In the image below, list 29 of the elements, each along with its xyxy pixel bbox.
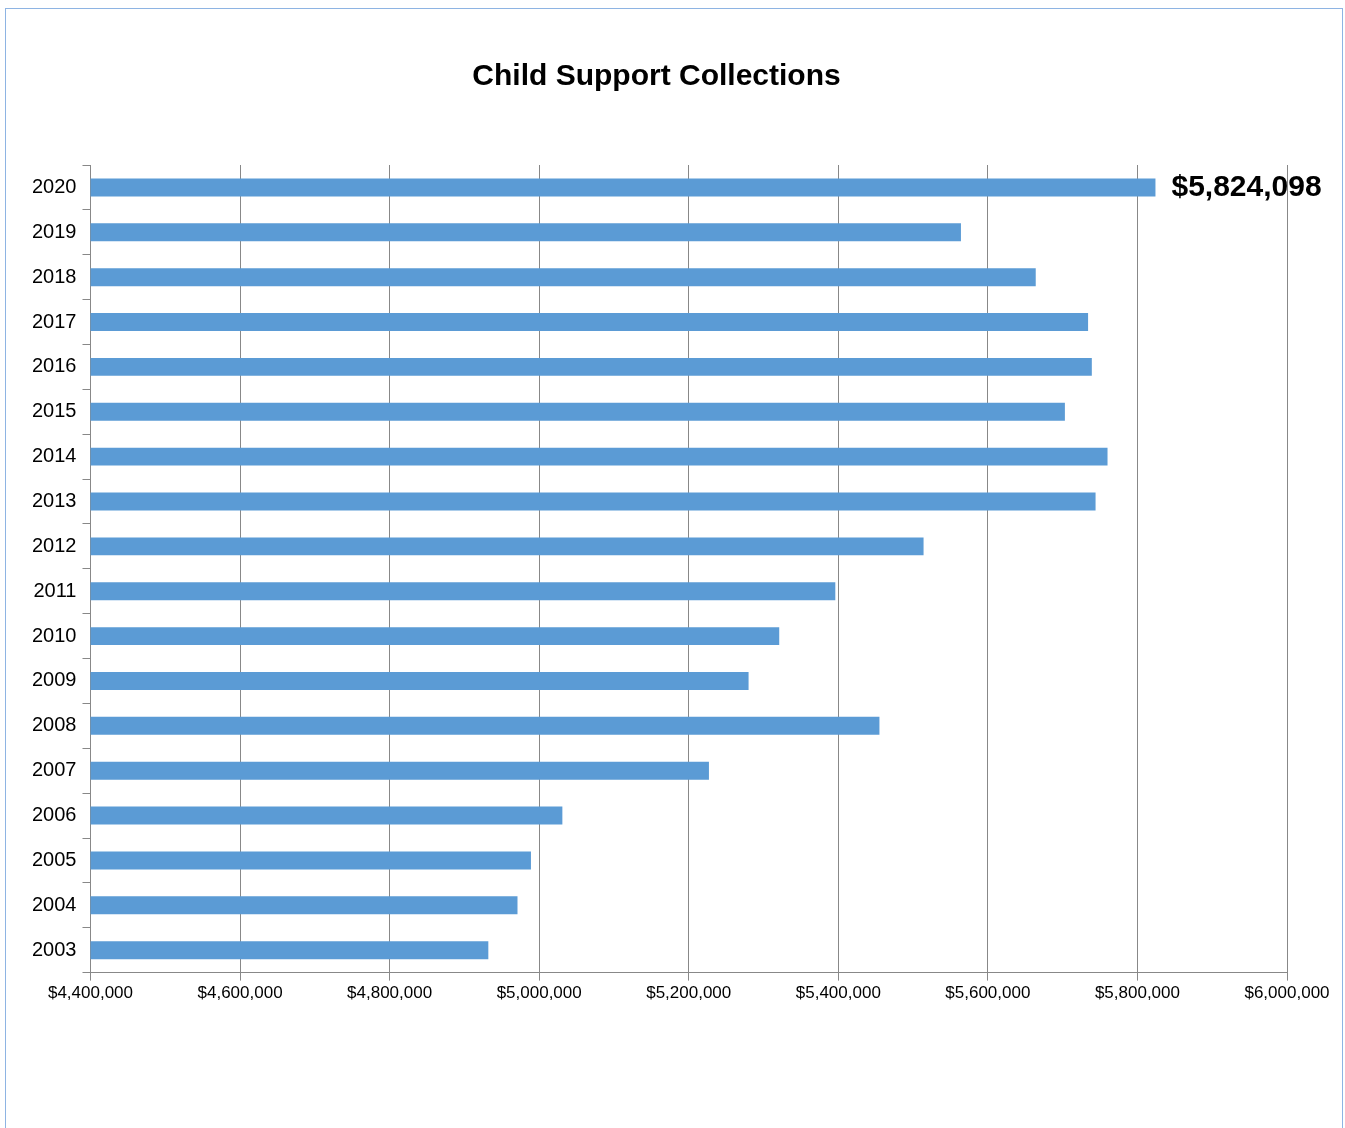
x-tick-label: $4,600,000 — [197, 983, 283, 1003]
x-tick-label: $5,600,000 — [945, 983, 1031, 1003]
y-tick-label: 2007 — [31, 758, 77, 781]
y-tick-label: 2005 — [31, 847, 77, 870]
y-tick-label: 2017 — [31, 309, 77, 332]
y-tick-label: 2018 — [31, 264, 77, 287]
x-tick-label: $6,000,000 — [1244, 983, 1330, 1003]
y-tick-label: 2009 — [31, 668, 77, 691]
x-tick-label: $5,200,000 — [646, 983, 732, 1003]
y-tick-label: 2006 — [31, 803, 77, 826]
x-tick-label: $4,400,000 — [47, 983, 134, 1003]
x-tick-label: $5,000,000 — [496, 983, 582, 1003]
y-tick-label: 2004 — [31, 892, 77, 915]
y-tick-label: 2012 — [31, 533, 77, 556]
data-label: $5,824,098 — [1171, 168, 1322, 202]
x-tick-label: $5,400,000 — [795, 983, 881, 1003]
chart-title: Child Support Collections — [472, 58, 841, 92]
y-tick-label: 2015 — [31, 399, 77, 422]
y-tick-label: 2011 — [33, 578, 77, 601]
y-tick-label: 2016 — [31, 354, 77, 377]
x-tick-label: $5,800,000 — [1094, 983, 1180, 1003]
y-tick-label: 2020 — [31, 174, 77, 197]
y-tick-label: 2008 — [31, 713, 77, 736]
y-tick-label: 2019 — [31, 219, 77, 242]
y-tick-label: 2003 — [31, 937, 77, 960]
y-tick-label: 2013 — [31, 489, 77, 512]
y-tick-label: 2014 — [31, 444, 77, 467]
x-tick-label: $4,800,000 — [347, 983, 433, 1003]
y-tick-label: 2010 — [31, 623, 77, 646]
